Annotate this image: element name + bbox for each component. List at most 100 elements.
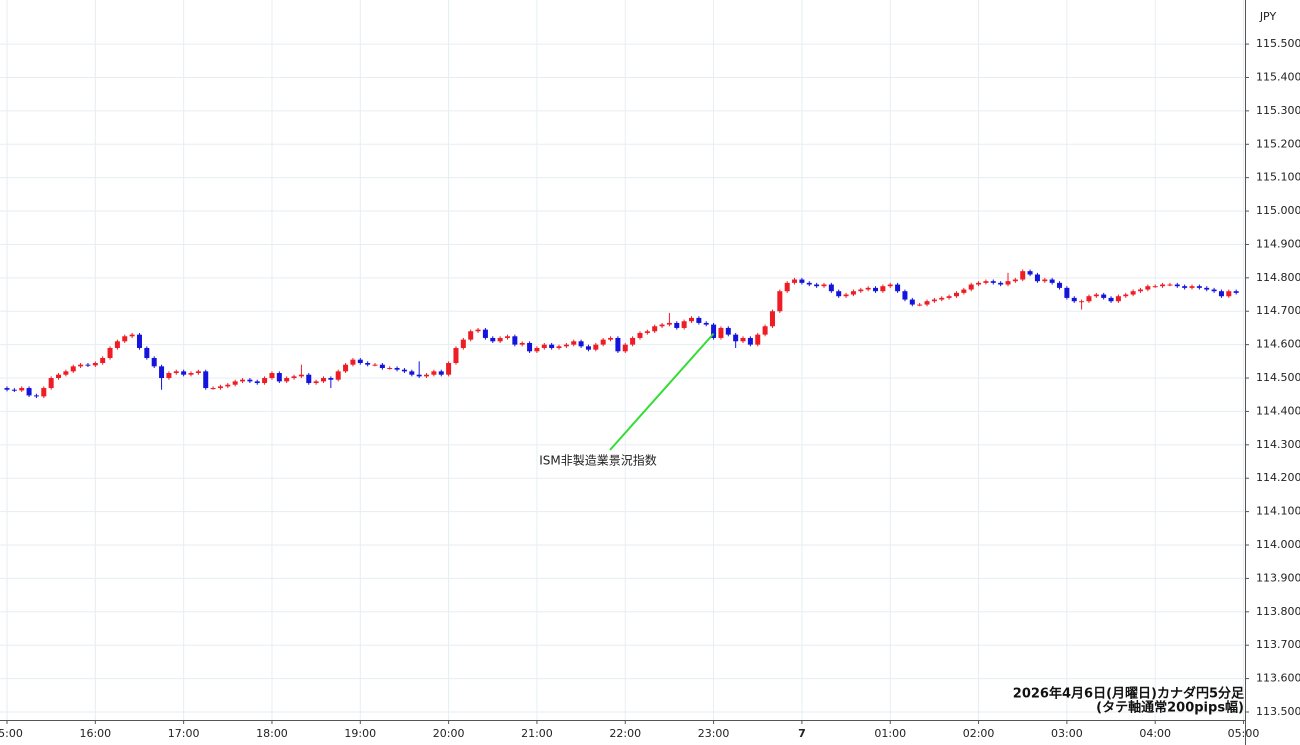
candle-body	[181, 371, 187, 375]
candle-body	[1057, 282, 1063, 288]
candle-body	[917, 304, 923, 306]
y-tick-label: 113.700	[1256, 638, 1300, 651]
candle-body	[1086, 296, 1092, 302]
x-tick-label: 19:00	[344, 727, 376, 740]
candle-body	[792, 279, 798, 283]
candle-body	[527, 342, 533, 352]
candle-body	[4, 388, 10, 390]
x-tick-label: 18:00	[256, 727, 288, 740]
candle-body	[284, 378, 290, 382]
candle-body	[33, 395, 39, 397]
candle-body	[357, 359, 363, 364]
candle-body	[1182, 286, 1188, 288]
candle-body	[1145, 286, 1151, 290]
candle-body	[549, 344, 555, 348]
candle-body	[151, 357, 157, 367]
candle-body	[946, 296, 952, 298]
candle-body	[63, 371, 69, 375]
candle-body	[504, 336, 510, 338]
y-tick-label: 114.600	[1256, 338, 1300, 351]
x-tick-label: 15:00	[0, 727, 23, 740]
candle-body	[247, 379, 253, 382]
candle-body	[1079, 301, 1085, 303]
candle-body	[733, 334, 739, 342]
candle-body	[1005, 281, 1011, 285]
candle-body	[585, 346, 591, 350]
x-tick-label: 05:00	[1228, 727, 1260, 740]
candle-body	[777, 291, 783, 312]
candle-body	[70, 366, 76, 372]
candle-body	[1093, 294, 1099, 297]
candle-body	[1042, 279, 1048, 282]
candle-body	[41, 388, 47, 397]
candle-body	[409, 371, 415, 375]
candle-body	[630, 337, 636, 345]
candle-body	[343, 364, 349, 372]
candle-body	[1211, 289, 1217, 292]
candle-body	[438, 371, 444, 375]
candle-body	[902, 291, 908, 300]
x-tick-label: 7	[798, 727, 806, 740]
candle-body	[431, 371, 437, 375]
candle-body	[924, 301, 930, 305]
candle-body	[556, 346, 562, 348]
candle-body	[725, 327, 731, 335]
candle-body	[828, 284, 834, 292]
candle-body	[1218, 291, 1224, 297]
candle-body	[320, 378, 326, 382]
candle-body	[100, 357, 106, 364]
candle-body	[571, 341, 577, 345]
candle-body	[843, 294, 849, 297]
annotation-text: ISM非製造業景況指数	[539, 453, 657, 468]
candle-body	[468, 331, 474, 340]
candle-body	[939, 297, 945, 300]
x-tick-label: 20:00	[433, 727, 465, 740]
y-tick-label: 113.900	[1256, 571, 1300, 584]
candle-body	[203, 371, 209, 389]
candle-body	[799, 279, 805, 283]
candle-body	[836, 291, 842, 297]
candle-body	[78, 364, 84, 367]
candle-body	[718, 327, 724, 338]
y-tick-label: 115.500	[1256, 37, 1300, 50]
candle-body	[858, 289, 864, 292]
candle-body	[696, 317, 702, 323]
candle-body	[1064, 287, 1070, 298]
x-tick-label: 02:00	[963, 727, 995, 740]
y-tick-label: 114.400	[1256, 404, 1300, 417]
y-tick-label: 115.300	[1256, 104, 1300, 117]
x-tick-label: 21:00	[521, 727, 553, 740]
candle-body	[534, 347, 540, 352]
candle-body	[644, 331, 650, 333]
y-tick-label: 115.100	[1256, 171, 1300, 184]
candle-body	[188, 373, 194, 375]
candle-body	[11, 389, 17, 391]
candle-body	[1196, 286, 1202, 288]
candle-body	[136, 334, 142, 348]
candle-body	[541, 344, 547, 348]
y-tick-label: 115.000	[1256, 204, 1300, 217]
candle-body	[674, 322, 680, 328]
candle-body	[460, 339, 466, 348]
candle-body	[401, 369, 407, 372]
candle-body	[254, 381, 260, 384]
candle-body	[85, 364, 91, 366]
candle-body	[1174, 284, 1180, 287]
candle-body	[1160, 284, 1166, 287]
x-tick-label: 04:00	[1139, 727, 1171, 740]
y-tick-label: 114.800	[1256, 271, 1300, 284]
candle-body	[1189, 286, 1195, 288]
axis-corner	[1246, 721, 1300, 745]
x-tick-label: 03:00	[1051, 727, 1083, 740]
candle-body	[976, 282, 982, 285]
candle-body	[144, 347, 150, 358]
y-tick-label: 114.500	[1256, 371, 1300, 384]
candle-body	[519, 342, 525, 345]
x-tick-label: 16:00	[79, 727, 111, 740]
candle-body	[1233, 291, 1239, 293]
y-tick-label: 114.700	[1256, 304, 1300, 317]
candle-body	[365, 363, 371, 365]
candle-body	[1012, 279, 1018, 282]
candle-body	[1204, 287, 1210, 290]
